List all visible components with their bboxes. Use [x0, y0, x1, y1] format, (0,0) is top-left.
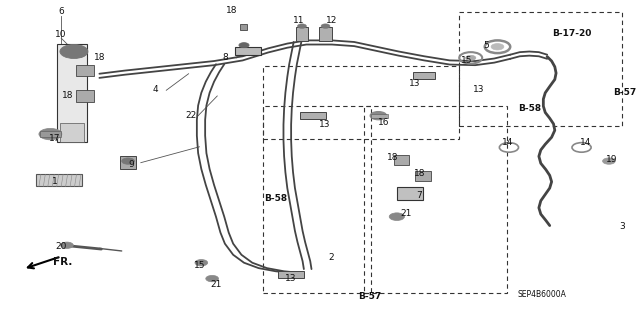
Text: 2: 2: [328, 254, 334, 263]
Text: 21: 21: [211, 280, 221, 289]
Bar: [319, 27, 332, 41]
Text: 22: 22: [185, 111, 196, 120]
Text: 14: 14: [502, 137, 513, 146]
Circle shape: [39, 128, 62, 140]
Text: 5: 5: [483, 41, 489, 50]
Bar: [394, 155, 409, 165]
Circle shape: [239, 43, 249, 48]
Circle shape: [206, 275, 218, 282]
Bar: [300, 112, 326, 120]
Text: 17: 17: [49, 134, 61, 143]
Text: B-58: B-58: [264, 194, 287, 203]
Bar: [235, 48, 260, 55]
Circle shape: [122, 158, 134, 164]
Text: 13: 13: [285, 274, 296, 283]
Circle shape: [389, 213, 404, 220]
Bar: [60, 123, 84, 142]
Bar: [40, 131, 61, 137]
Text: 15: 15: [461, 56, 472, 65]
Bar: [296, 27, 308, 41]
Text: B-17-20: B-17-20: [552, 29, 592, 38]
Circle shape: [491, 44, 504, 50]
Text: 4: 4: [153, 85, 158, 94]
Circle shape: [61, 242, 74, 249]
Circle shape: [370, 112, 387, 120]
Text: 18: 18: [387, 153, 399, 162]
Text: B-57: B-57: [358, 292, 381, 301]
Circle shape: [195, 260, 208, 266]
Text: 12: 12: [326, 16, 337, 25]
Circle shape: [603, 158, 615, 164]
Bar: [278, 271, 304, 278]
Text: 13: 13: [472, 85, 484, 94]
Text: 11: 11: [293, 16, 305, 25]
Bar: [263, 66, 460, 139]
Bar: [76, 90, 93, 102]
Text: 21: 21: [401, 209, 412, 218]
Bar: [36, 174, 81, 187]
Bar: [397, 187, 423, 200]
Text: 16: 16: [378, 118, 389, 128]
Text: 20: 20: [56, 242, 67, 251]
Bar: [239, 24, 247, 30]
Text: 7: 7: [416, 190, 422, 200]
Circle shape: [321, 24, 330, 28]
Text: 13: 13: [409, 79, 420, 88]
Circle shape: [466, 55, 476, 60]
Circle shape: [60, 45, 88, 58]
Bar: [120, 156, 136, 169]
Text: 13: 13: [319, 120, 330, 129]
Text: B-57: B-57: [613, 88, 637, 97]
Text: 14: 14: [580, 137, 591, 146]
Bar: [415, 171, 431, 181]
Text: 18: 18: [414, 169, 426, 178]
Bar: [371, 114, 388, 118]
Text: 9: 9: [129, 160, 134, 169]
Text: 19: 19: [606, 155, 618, 164]
Bar: [460, 12, 621, 126]
Text: 15: 15: [195, 261, 206, 271]
Bar: [364, 106, 507, 293]
Bar: [76, 65, 93, 76]
Circle shape: [68, 49, 86, 57]
Text: 18: 18: [225, 6, 237, 15]
Text: 18: 18: [93, 53, 105, 62]
Circle shape: [298, 24, 307, 28]
Text: SEP4B6000A: SEP4B6000A: [518, 290, 566, 299]
Text: 6: 6: [58, 7, 64, 16]
Bar: [263, 106, 371, 293]
Bar: [57, 44, 87, 142]
Bar: [413, 72, 435, 78]
Text: 10: 10: [56, 30, 67, 39]
Text: FR.: FR.: [53, 257, 72, 267]
Text: B-58: B-58: [518, 104, 541, 113]
Text: 3: 3: [619, 222, 625, 231]
Text: 8: 8: [223, 53, 228, 62]
Text: 1: 1: [52, 177, 58, 186]
Text: 18: 18: [62, 92, 74, 100]
